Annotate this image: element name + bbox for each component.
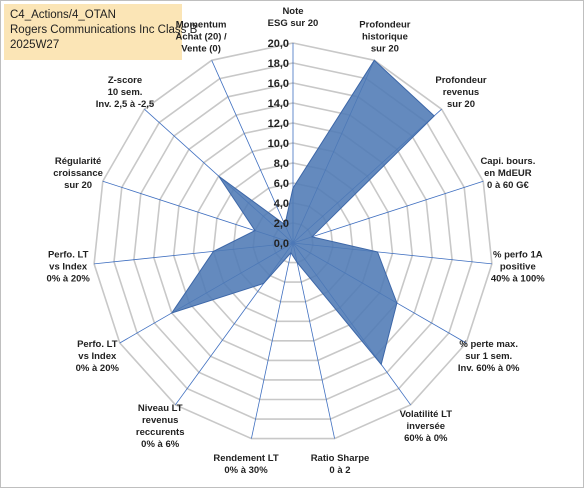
tick-label: 20,0 <box>268 38 289 50</box>
tick-label: 6,0 <box>274 178 289 190</box>
grid-ring <box>93 42 493 440</box>
header-category: C4_Actions/4_OTAN <box>10 9 116 21</box>
axis-label: Volatilité LT inversée 60% à 0% <box>400 409 453 444</box>
axis-label: Perfo. LT vs Index 0% à 20% <box>76 339 120 374</box>
grid-ring <box>172 122 414 362</box>
series-area <box>170 59 435 366</box>
axis-label: % perfo 1A positive 40% à 100% <box>491 250 545 285</box>
axis-label: Niveau LT revenus reccurents 0% à 6% <box>136 403 185 450</box>
axis-label: Profondeur historique sur 20 <box>359 20 410 55</box>
header-company: Rogers Communications Inc Class B <box>10 24 198 36</box>
chart-header: C4_Actions/4_OTAN Rogers Communications … <box>4 4 198 60</box>
grid-ring <box>152 102 434 381</box>
radar-grid <box>93 42 493 440</box>
axis-label: Note ESG sur 20 <box>268 6 319 29</box>
header-week: 2025W27 <box>10 39 60 51</box>
axis-spoke <box>211 60 294 244</box>
tick-label: 0,0 <box>274 238 289 250</box>
tick-label: 16,0 <box>268 78 289 90</box>
axis-labels: Note ESG sur 20 Profondeur historique sur 20… <box>47 6 546 476</box>
grid-ring <box>113 62 473 420</box>
axis-label: % perte max. sur 1 sem. Inv. 60% à 0% <box>458 339 520 374</box>
axis-label: Régularité croissance sur 20 <box>53 156 103 191</box>
tick-label: 2,0 <box>274 218 289 230</box>
tick-label: 14,0 <box>268 98 289 110</box>
tick-label: 4,0 <box>274 198 289 210</box>
axis-spoke <box>251 242 294 439</box>
axis-spoke <box>292 180 484 244</box>
grid-ring <box>232 182 354 303</box>
axis-label: Momentum Achat (20) / Vente (0) <box>175 20 227 55</box>
grid-ring <box>133 82 453 401</box>
axis-label: Capi. bours. en MdEUR 0 à 60 G€ <box>480 156 535 191</box>
axis-label: Profondeur revenus sur 20 <box>435 75 486 110</box>
tick-label: 10,0 <box>268 138 289 150</box>
tick-label: 12,0 <box>268 118 289 130</box>
tick-labels: 0,0 2,0 4,0 6,0 8,0 10,0 12,0 14,0 16,0 18,0 20,0 <box>268 38 289 250</box>
axis-spoke <box>292 242 335 439</box>
tick-label: 8,0 <box>274 158 289 170</box>
grid-ring <box>192 142 394 342</box>
axis-label: Z-score 10 sem. Inv. 2,5 à -2,5 <box>96 75 155 110</box>
tick-label: 18,0 <box>268 58 289 70</box>
grid-ring <box>212 162 374 323</box>
axis-label: Ratio Sharpe 0 à 2 <box>311 453 370 476</box>
axis-label: Rendement LT 0% à 30% <box>213 453 278 476</box>
axis-label: Perfo. LT vs Index 0% à 20% <box>47 250 91 285</box>
